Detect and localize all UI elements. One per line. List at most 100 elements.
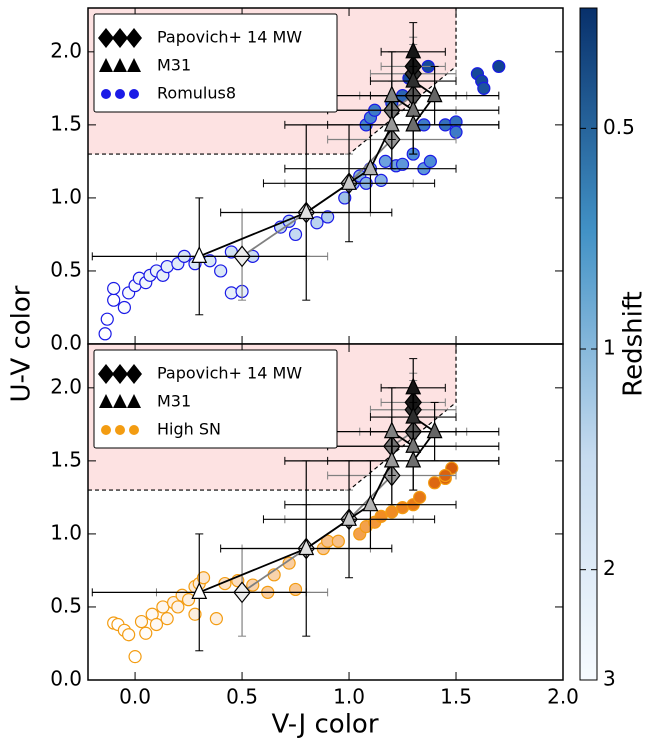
legend-label: High SN [157,420,221,439]
sim-point [139,626,153,640]
colorbar-label: Redshift [619,291,649,397]
triangle-marker [405,41,422,59]
triangle-marker [191,581,208,599]
triangle-marker [405,377,422,395]
sim-point [395,157,410,171]
y-tick-label: 0.5 [50,593,82,617]
sim-point [122,628,136,642]
sim-point [374,173,388,187]
sim-point [188,607,202,621]
x-tick-label: 1.5 [440,685,472,709]
legend-marker [99,58,113,72]
sim-point [134,614,149,629]
legend-label: Romulus8 [157,84,236,103]
colorbar-tick-label: 2 [603,556,616,580]
sim-point [331,534,345,548]
triangle-marker [341,508,357,526]
sim-point [171,600,185,614]
legend-marker [112,28,128,48]
sim-point [196,571,211,585]
colorbar [579,7,598,681]
legend-marker [112,364,128,384]
x-tick-label: 0.5 [226,685,258,709]
sim-point [224,286,238,300]
y-tick-label: 1.5 [50,447,82,471]
legend-marker [127,58,141,72]
triangle-marker [191,245,208,263]
sim-point [181,593,196,607]
sim-point [98,327,112,341]
y-tick-label: 2.0 [50,374,82,398]
triangle-marker [383,114,400,132]
y-tick-label: 0.0 [50,331,82,355]
legend-label: Papovich+ 14 MW [157,364,302,383]
legend-marker [98,364,114,384]
triangle-marker [426,85,443,103]
legend-marker [126,364,142,384]
x-tick-label: 0.0 [119,685,151,709]
sim-point [282,556,296,570]
legend-marker [113,58,127,72]
triangle-marker [298,538,315,556]
y-tick-label: 1.0 [50,184,82,208]
y-tick-label: 0.0 [50,667,82,691]
legend-marker [101,89,111,99]
sim-point [288,582,303,597]
triangle-marker [362,158,379,176]
legend-marker [99,394,113,408]
panel-frame [87,343,564,681]
legend-marker [126,28,142,48]
y-tick-label: 2.0 [50,38,82,62]
legend-marker [101,425,111,435]
sim-point [338,191,352,205]
y-axis-label: U-V color [7,285,37,402]
legend-marker [127,394,141,408]
sim-point [160,612,174,626]
colorbar-tick-label: 0.5 [603,115,635,139]
legend-box [93,349,338,449]
sim-point [209,612,223,626]
triangle-marker [383,421,400,439]
sim-point [413,490,427,504]
x-tick-label: 1.0 [333,685,365,709]
sim-point [423,154,437,168]
colorbar-tick-label: 3 [603,667,616,691]
sim-point [477,81,491,95]
sim-point [160,259,174,274]
legend-label: M31 [157,56,191,75]
legend-marker [113,394,127,408]
legend-marker [129,89,139,99]
legend-box [93,13,338,113]
sim-point [149,617,164,632]
sim-point [128,650,142,664]
legend-marker [98,28,114,48]
y-tick-label: 1.0 [50,520,82,544]
colorbar-tick-label: 1 [603,336,616,360]
sim-point [117,300,131,315]
triangle-marker [298,202,315,220]
triangle-marker [405,70,422,88]
legend-label: Papovich+ 14 MW [157,28,302,47]
triangle-marker [362,494,379,512]
triangle-marker [405,114,422,132]
sim-point [492,59,506,74]
legend-marker [115,89,125,99]
x-tick-label: 2.0 [547,685,579,709]
triangle-marker [383,450,400,468]
legend-marker [115,425,125,435]
sim-point [395,501,410,515]
x-axis-label: V-J color [271,710,378,740]
sim-point [288,227,303,242]
triangle-marker [405,406,422,424]
panel: 0.0 0.5 1.0 1.5 2.0 Papovich+ 14 MW M31 Romulus… [50,7,564,355]
sim-point [214,264,228,278]
panel: 0.0 0.5 1.0 1.5 2.0 0.0 0.5 1.0 1.5 2.0 Papovich+ … [50,343,579,709]
legend-marker [129,425,139,435]
triangle-marker [405,450,422,468]
legend-label: M31 [157,392,191,411]
triangle-marker [426,421,443,439]
sim-point [100,312,114,326]
triangle-marker [383,85,400,103]
sim-point [321,210,335,224]
